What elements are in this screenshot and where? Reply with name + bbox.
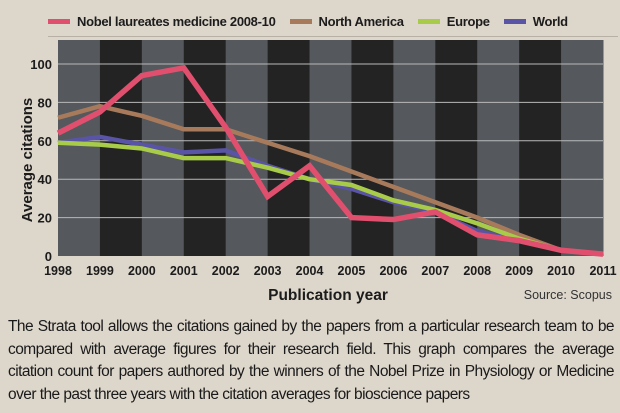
x-tick-label: 2000 bbox=[128, 264, 156, 278]
y-tick-label: 60 bbox=[38, 134, 52, 149]
x-tick-label: 2010 bbox=[547, 264, 575, 278]
gridlines bbox=[58, 63, 603, 219]
x-axis-label: Publication year bbox=[268, 287, 388, 304]
background-band bbox=[58, 40, 101, 256]
series-line-nobel-laureates-medicine-2008-10 bbox=[56, 64, 604, 257]
background-band bbox=[393, 40, 436, 256]
legend-item-world: World bbox=[503, 13, 568, 29]
x-tick-label: 2003 bbox=[254, 264, 282, 278]
x-tick-label: 2004 bbox=[296, 264, 324, 278]
y-tick-label: 40 bbox=[38, 172, 52, 187]
series-line-north-america bbox=[57, 103, 604, 257]
x-tick-label: 2005 bbox=[338, 264, 366, 278]
x-tick-label: 2007 bbox=[421, 264, 449, 278]
legend-item-north-america: North America bbox=[289, 13, 405, 29]
x-tick-label: 2008 bbox=[463, 264, 491, 278]
legend-swatch-europe bbox=[417, 18, 440, 24]
line-chart: 0 20 40 60 80 100 1998 1999 2000 2001 2002 2003 200… bbox=[19, 40, 617, 304]
background-band bbox=[225, 40, 269, 256]
legend-label-europe: Europe bbox=[446, 13, 490, 29]
y-tick-label: 0 bbox=[45, 249, 52, 264]
y-axis-label: Average citations bbox=[19, 98, 36, 223]
x-tick-label: 2006 bbox=[379, 264, 407, 278]
legend-label-world: World bbox=[532, 13, 568, 29]
chart-legend: Nobel laureates medicine 2008-10 North A… bbox=[48, 10, 582, 32]
x-tick-label: 2011 bbox=[589, 264, 616, 278]
y-tick-label: 80 bbox=[38, 95, 52, 110]
y-tick-label: 20 bbox=[38, 211, 52, 226]
legend-divider bbox=[48, 36, 618, 37]
series-lines bbox=[56, 64, 604, 257]
background-band bbox=[351, 40, 394, 256]
legend-item-nobel: Nobel laureates medicine 2008-10 bbox=[48, 14, 276, 29]
legend-swatch-north-america bbox=[289, 18, 312, 24]
legend-swatch-world bbox=[503, 18, 526, 24]
x-tick-label: 1998 bbox=[44, 264, 72, 278]
x-tick-label: 2009 bbox=[505, 264, 533, 278]
x-tick-label: 2002 bbox=[212, 264, 240, 278]
x-tick-label: 2001 bbox=[170, 264, 198, 278]
legend-label-nobel: Nobel laureates medicine 2008-10 bbox=[77, 13, 276, 29]
source-note: Source: Scopus bbox=[524, 288, 612, 302]
legend-label-north-america: North America bbox=[318, 13, 405, 29]
legend-item-europe: Europe bbox=[417, 13, 490, 29]
background-band bbox=[561, 40, 604, 256]
legend-swatch-nobel bbox=[48, 18, 70, 24]
series-line-europe bbox=[57, 140, 604, 257]
background-band bbox=[519, 40, 562, 256]
y-axis-ticks: 0 20 40 60 80 100 bbox=[30, 57, 52, 264]
caption-text: The Strata tool allows the citations gai… bbox=[8, 318, 615, 403]
x-axis-ticks: 1998 1999 2000 2001 2002 2003 2004 2005 2006 2007… bbox=[44, 264, 617, 278]
y-tick-label: 100 bbox=[30, 57, 52, 72]
background-band bbox=[309, 40, 352, 256]
x-tick-label: 1999 bbox=[86, 264, 114, 278]
